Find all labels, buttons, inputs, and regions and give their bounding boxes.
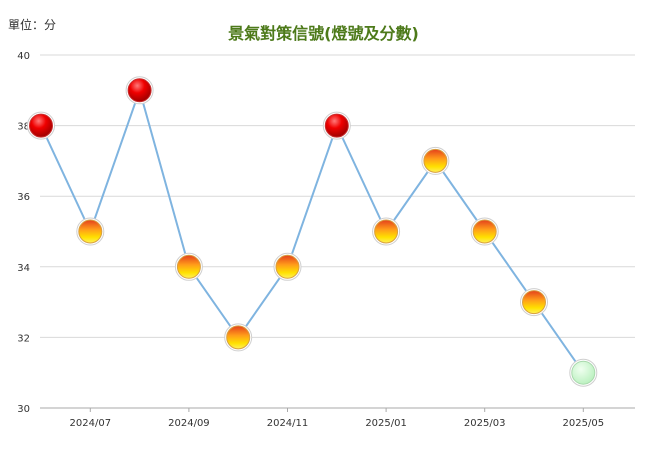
signal-light-yellow-red	[472, 219, 497, 244]
y-tick-label: 38	[17, 122, 30, 133]
signal-light-yellow-red	[78, 219, 103, 244]
data-point	[569, 358, 598, 387]
signal-light-yellow-red	[226, 325, 251, 350]
unit-label: 單位：分	[8, 18, 57, 32]
y-tick-label: 30	[17, 404, 30, 415]
y-tick-label: 32	[17, 333, 30, 344]
signal-light-yellow-red	[374, 219, 399, 244]
data-point	[322, 111, 351, 140]
y-tick-label: 36	[17, 192, 30, 203]
chart-title: 景氣對策信號(燈號及分數)	[228, 24, 419, 43]
y-tick-label: 40	[17, 51, 30, 62]
y-tick-label: 34	[17, 263, 30, 274]
x-tick-label: 2024/11	[267, 418, 309, 429]
signal-light-green	[571, 360, 596, 385]
x-tick-label: 2025/03	[464, 418, 506, 429]
data-point	[224, 323, 253, 352]
x-tick-label: 2024/07	[70, 418, 112, 429]
signal-light-red	[127, 78, 152, 103]
signal-light-yellow-red	[176, 254, 201, 279]
data-point	[421, 146, 450, 175]
signal-light-yellow-red	[522, 290, 546, 315]
data-point	[520, 288, 548, 317]
data-point	[27, 111, 55, 140]
signal-light-red	[324, 113, 349, 138]
data-point	[125, 76, 154, 105]
data-point	[76, 217, 105, 246]
x-tick-label: 2024/09	[168, 418, 210, 429]
data-point	[372, 217, 401, 246]
data-point	[174, 252, 203, 281]
data-point	[273, 252, 302, 281]
x-tick-label: 2025/01	[365, 418, 407, 429]
data-point	[470, 217, 499, 246]
x-tick-label: 2025/05	[563, 418, 605, 429]
signal-light-red	[29, 113, 53, 138]
signal-light-yellow-red	[423, 148, 448, 173]
series-line	[40, 86, 585, 374]
signal-light-yellow-red	[275, 254, 300, 279]
